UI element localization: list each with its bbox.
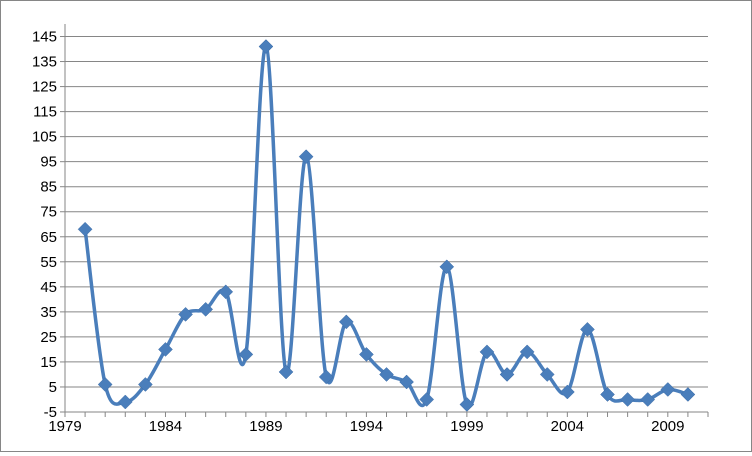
data-point-1998 bbox=[439, 259, 455, 275]
y-tick-label: 135 bbox=[32, 54, 57, 71]
x-tick-label: 1984 bbox=[149, 418, 182, 435]
x-tick-label: 1989 bbox=[249, 418, 282, 435]
data-point-2002 bbox=[519, 344, 535, 360]
data-point-2009 bbox=[660, 382, 676, 397]
y-tick-label: 5 bbox=[49, 379, 57, 396]
data-point-2001 bbox=[499, 367, 515, 382]
gridlines bbox=[60, 36, 708, 413]
data-point-1980 bbox=[77, 221, 93, 237]
x-tick-label: 1999 bbox=[450, 418, 483, 435]
data-point-2010 bbox=[680, 387, 696, 402]
data-point-1983 bbox=[138, 377, 153, 392]
data-point-2006 bbox=[600, 387, 615, 402]
data-point-1986 bbox=[198, 302, 214, 317]
y-tick-label: 95 bbox=[40, 154, 57, 171]
data-point-1984 bbox=[158, 342, 173, 357]
y-tick-label: 15 bbox=[40, 354, 57, 371]
data-point-2004 bbox=[559, 384, 575, 400]
data-point-2008 bbox=[640, 392, 656, 407]
data-point-1985 bbox=[178, 307, 193, 322]
x-tick-label: 1979 bbox=[48, 418, 81, 435]
x-tick-label: 2009 bbox=[651, 418, 684, 435]
y-axis-tick-labels: 145 135 125 115 105 95 85 75 65 55 45 35 25 15 5 -5 bbox=[32, 29, 57, 421]
series-line bbox=[83, 44, 690, 409]
data-point-1992 bbox=[318, 369, 334, 385]
data-point-1981 bbox=[97, 377, 113, 392]
data-point-2005 bbox=[580, 322, 595, 337]
y-tick-label: 75 bbox=[40, 204, 57, 221]
data-point-2003 bbox=[539, 367, 555, 382]
data-point-1994 bbox=[359, 347, 374, 362]
data-point-2007 bbox=[620, 392, 635, 407]
data-point-1993 bbox=[338, 314, 354, 330]
data-point-1999 bbox=[459, 397, 475, 412]
data-point-1997 bbox=[419, 392, 435, 407]
x-tick-label: 1994 bbox=[350, 418, 383, 435]
x-axis-tick-labels: 1979 1984 1989 1994 1999 2004 2009 bbox=[48, 418, 684, 435]
data-point-1991 bbox=[298, 149, 314, 165]
y-tick-label: 35 bbox=[40, 304, 57, 321]
data-point-1988 bbox=[238, 347, 254, 362]
y-tick-label: 65 bbox=[40, 229, 57, 246]
x-tick-label: 2004 bbox=[551, 418, 584, 435]
y-tick-label: 115 bbox=[33, 104, 57, 121]
y-tick-label: 145 bbox=[32, 29, 57, 46]
data-point-2000 bbox=[479, 344, 495, 360]
data-point-1989 bbox=[258, 39, 274, 54]
data-point-1987 bbox=[218, 284, 234, 300]
data-points bbox=[77, 39, 696, 412]
y-tick-label: 55 bbox=[40, 254, 57, 271]
y-tick-label: 45 bbox=[40, 279, 57, 296]
y-tick-label: 25 bbox=[40, 329, 57, 346]
y-tick-label: 125 bbox=[32, 79, 57, 96]
data-point-1982 bbox=[117, 394, 133, 410]
data-point-1996 bbox=[399, 374, 414, 390]
y-tick-label: 85 bbox=[40, 179, 57, 196]
data-point-1990 bbox=[278, 364, 294, 380]
data-point-1995 bbox=[379, 367, 394, 382]
axes bbox=[64, 24, 709, 417]
y-tick-label: -5 bbox=[44, 404, 57, 421]
y-tick-label: 105 bbox=[32, 129, 57, 146]
